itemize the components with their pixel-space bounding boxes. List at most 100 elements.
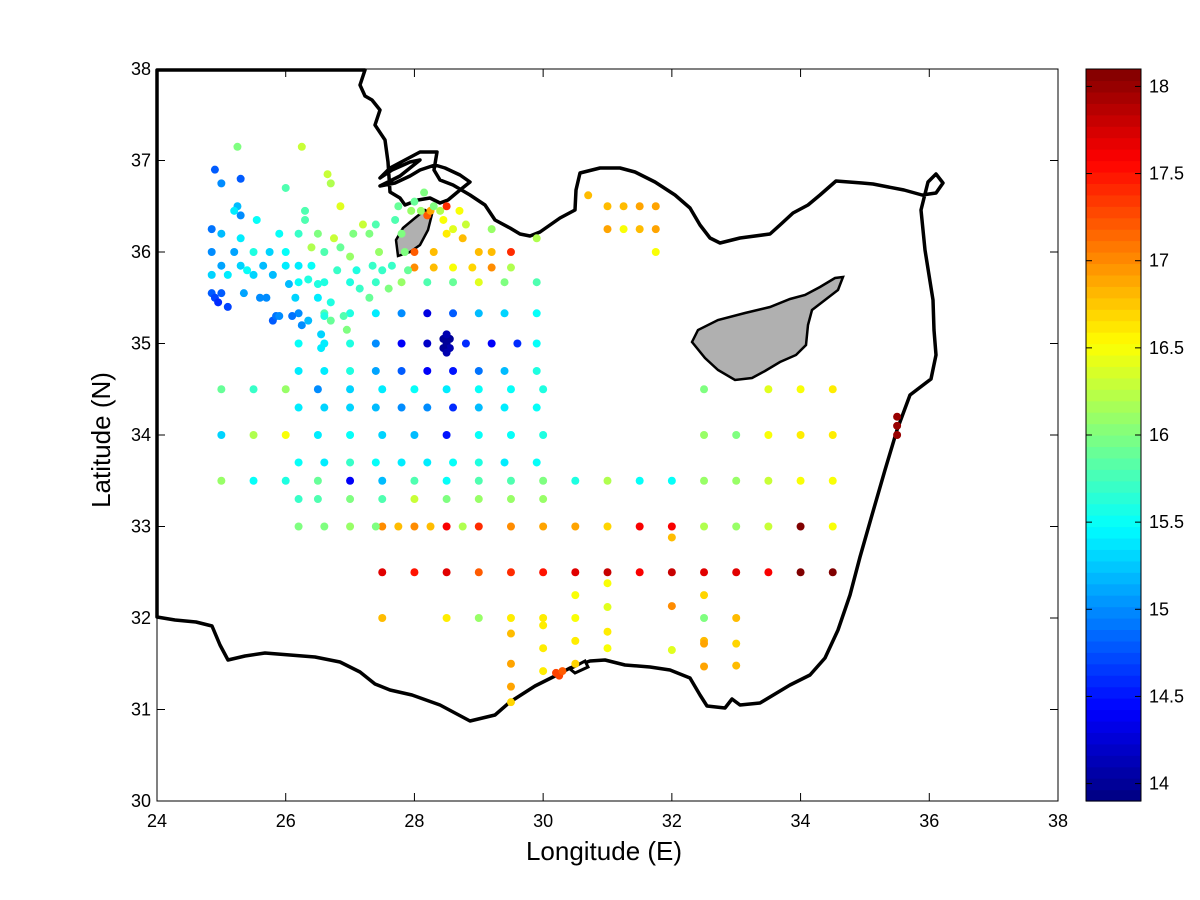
scatter-point	[236, 234, 245, 243]
scatter-point	[346, 495, 355, 504]
scatter-point	[700, 662, 709, 671]
scatter-point	[506, 385, 515, 394]
scatter-point	[384, 284, 393, 293]
colorbar-band	[1086, 549, 1141, 562]
scatter-point	[651, 225, 660, 234]
colorbar-band	[1086, 126, 1141, 139]
scatter-point	[449, 225, 458, 234]
scatter-point	[461, 339, 470, 348]
scatter-point	[371, 458, 380, 467]
scatter-point	[442, 202, 451, 211]
scatter-points	[207, 142, 902, 707]
colorbar-band	[1086, 789, 1141, 802]
scatter-point	[500, 366, 509, 375]
scatter-point	[732, 431, 741, 439]
colorbar-band	[1086, 778, 1141, 791]
scatter-point	[429, 263, 438, 272]
scatter-point	[828, 568, 837, 577]
scatter-point	[423, 366, 432, 375]
scatter-point	[667, 522, 676, 531]
scatter-point	[230, 248, 239, 256]
scatter-point	[584, 191, 593, 200]
scatter-point	[358, 220, 367, 229]
scatter-point	[667, 533, 676, 542]
scatter-point	[243, 266, 252, 275]
scatter-point	[732, 568, 741, 577]
scatter-point	[217, 229, 226, 238]
scatter-point	[275, 312, 284, 321]
colorbar-band	[1086, 435, 1141, 448]
scatter-point	[394, 202, 403, 211]
scatter-point	[397, 458, 406, 467]
scatter-point	[281, 431, 290, 439]
scatter-point	[378, 495, 387, 504]
scatter-point	[346, 431, 355, 439]
colorbar-band	[1086, 675, 1141, 688]
scatter-point	[436, 206, 445, 215]
scatter-point	[301, 206, 310, 215]
scatter-point	[423, 403, 432, 412]
scatter-point	[571, 522, 580, 531]
colorbar-band	[1086, 606, 1141, 619]
scatter-point	[233, 142, 242, 151]
colorbar-band	[1086, 217, 1141, 230]
colorbar-band	[1086, 263, 1141, 276]
colorbar-band	[1086, 480, 1141, 493]
plot-area: 24 26 28 30 32 34 36 38 30 31 32 33 34 35 36 37 38	[131, 59, 1068, 831]
scatter-point	[217, 385, 226, 394]
scatter-point	[294, 261, 303, 270]
scatter-point	[281, 385, 290, 394]
scatter-point	[500, 403, 509, 412]
scatter-point	[346, 385, 355, 394]
scatter-point	[439, 215, 448, 224]
y-tick-label: 33	[131, 517, 151, 537]
colorbar-band	[1086, 457, 1141, 470]
scatter-point	[474, 431, 483, 439]
colorbar-band	[1086, 252, 1141, 265]
scatter-point	[230, 206, 239, 215]
scatter-point	[416, 206, 425, 215]
scatter-point	[603, 202, 612, 211]
colorbar-band	[1086, 515, 1141, 528]
scatter-point	[320, 248, 329, 256]
scatter-point	[732, 639, 741, 648]
scatter-point	[893, 421, 902, 430]
scatter-point	[619, 225, 628, 234]
colorbar-band	[1086, 309, 1141, 322]
scatter-point	[304, 316, 313, 325]
scatter-point	[474, 278, 483, 287]
scatter-point	[442, 614, 451, 622]
scatter-point	[426, 522, 435, 531]
scatter-point	[391, 215, 400, 224]
scatter-point	[532, 403, 541, 412]
scatter-point	[294, 495, 303, 504]
scatter-point	[667, 602, 676, 611]
scatter-point	[281, 261, 290, 270]
scatter-point	[368, 261, 377, 270]
scatter-point	[336, 202, 345, 211]
scatter-point	[532, 234, 541, 243]
y-tick-label: 35	[131, 334, 151, 354]
scatter-point	[796, 476, 805, 485]
scatter-point	[506, 698, 515, 707]
scatter-point	[291, 293, 300, 302]
scatter-point	[249, 248, 258, 256]
scatter-point	[449, 403, 458, 412]
colorbar-band	[1086, 366, 1141, 379]
scatter-point	[375, 248, 384, 256]
scatter-point	[539, 614, 548, 622]
scatter-point	[223, 270, 232, 279]
scatter-point	[539, 568, 548, 577]
scatter-point	[474, 248, 483, 256]
scatter-point	[410, 197, 419, 206]
scatter-point	[284, 280, 293, 289]
colorbar-band	[1086, 629, 1141, 642]
scatter-point	[378, 431, 387, 439]
colorbar-band	[1086, 469, 1141, 482]
scatter-point	[539, 644, 548, 653]
scatter-point	[571, 591, 580, 600]
scatter-point	[700, 522, 709, 531]
scatter-point	[371, 403, 380, 412]
scatter-point	[323, 170, 332, 179]
scatter-point	[764, 431, 773, 439]
